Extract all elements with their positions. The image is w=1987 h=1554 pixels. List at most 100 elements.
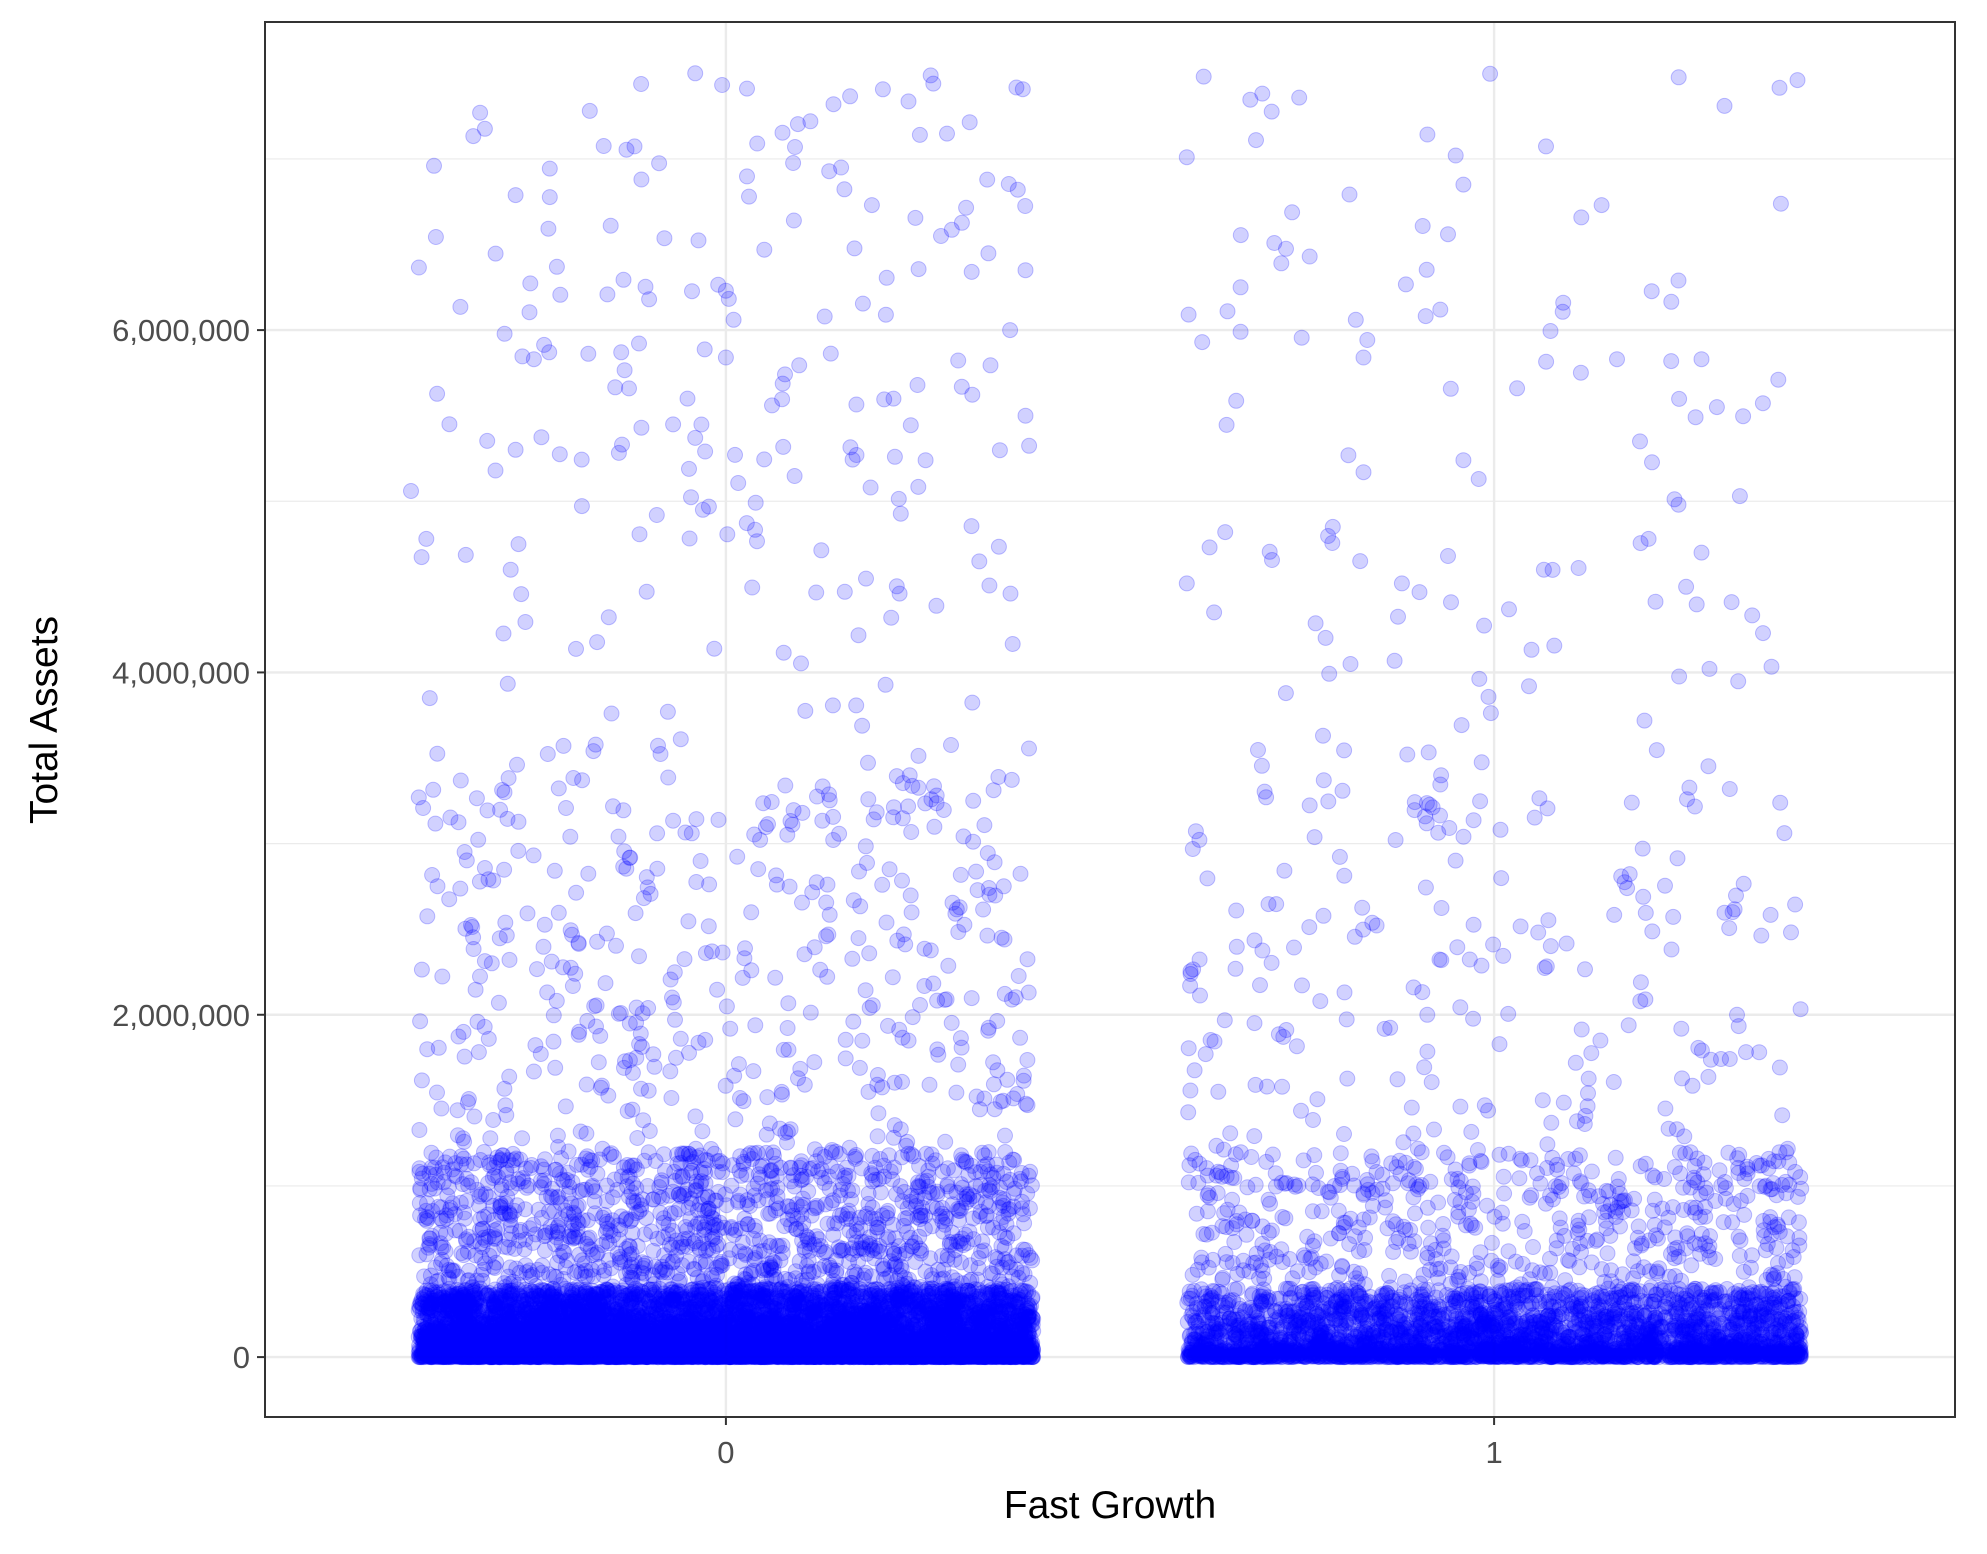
data-point	[927, 819, 942, 834]
data-point	[794, 656, 809, 671]
data-point	[581, 346, 596, 361]
data-point	[420, 909, 435, 924]
data-point	[904, 905, 919, 920]
data-point	[673, 732, 688, 747]
data-point	[566, 771, 581, 786]
data-point	[563, 829, 578, 844]
data-point	[609, 938, 624, 953]
data-point	[598, 976, 613, 991]
data-point	[730, 849, 745, 864]
data-point	[470, 1014, 485, 1029]
data-point	[776, 439, 791, 454]
data-point	[940, 126, 955, 141]
data-point	[875, 877, 890, 892]
data-point	[413, 1014, 428, 1029]
data-point	[820, 969, 835, 984]
data-point	[453, 773, 468, 788]
data-point	[843, 89, 858, 104]
data-point	[757, 452, 772, 467]
data-point	[891, 491, 906, 506]
data-point	[861, 1084, 876, 1099]
data-point	[540, 747, 555, 762]
data-point	[663, 972, 678, 987]
data-point	[617, 1060, 632, 1075]
data-point	[668, 1012, 683, 1027]
data-point	[523, 276, 538, 291]
data-point	[471, 832, 486, 847]
data-point	[500, 811, 515, 826]
data-point	[838, 1051, 853, 1066]
data-point	[492, 931, 507, 946]
data-point	[911, 479, 926, 494]
data-point	[682, 531, 697, 546]
data-point	[701, 919, 716, 934]
data-point	[791, 1071, 806, 1086]
data-point	[548, 1060, 563, 1075]
data-point	[614, 345, 629, 360]
data-point	[556, 738, 571, 753]
data-point	[508, 188, 523, 203]
data-point	[411, 790, 426, 805]
data-point	[929, 598, 944, 613]
data-point	[1010, 1087, 1025, 1102]
data-point	[515, 1131, 530, 1146]
data-point	[852, 864, 867, 879]
data-point	[870, 1129, 885, 1144]
data-point	[620, 1104, 635, 1119]
data-point	[498, 915, 513, 930]
data-point	[895, 873, 910, 888]
data-point	[847, 241, 862, 256]
data-point	[590, 635, 605, 650]
data-point	[861, 792, 876, 807]
data-point	[455, 1131, 470, 1146]
data-point	[910, 378, 925, 393]
data-point	[596, 139, 611, 154]
data-point	[546, 1008, 561, 1023]
data-point	[849, 397, 864, 412]
data-point	[641, 1001, 656, 1016]
data-point	[863, 480, 878, 495]
data-point	[787, 469, 802, 484]
data-point	[893, 506, 908, 521]
data-point	[949, 1085, 964, 1100]
data-point	[466, 942, 481, 957]
data-point	[488, 246, 503, 261]
data-point	[969, 864, 984, 879]
data-point	[536, 939, 551, 954]
data-point	[861, 755, 876, 770]
data-point	[685, 284, 700, 299]
data-point	[632, 949, 647, 964]
data-point	[879, 270, 894, 285]
data-point	[688, 1109, 703, 1124]
data-point	[908, 210, 923, 225]
data-point	[1005, 637, 1020, 652]
data-point	[858, 983, 873, 998]
data-point	[483, 1131, 498, 1146]
data-point	[731, 476, 746, 491]
data-point	[591, 1055, 606, 1070]
data-point	[917, 979, 932, 994]
data-point	[744, 905, 759, 920]
data-point	[807, 1055, 822, 1070]
data-point	[930, 993, 945, 1008]
data-point	[1013, 1030, 1028, 1045]
data-point	[798, 703, 813, 718]
data-point	[764, 795, 779, 810]
data-point	[565, 979, 580, 994]
data-point	[552, 447, 567, 462]
data-point	[745, 580, 760, 595]
data-point	[426, 782, 441, 797]
data-point	[966, 793, 981, 808]
data-point	[878, 307, 893, 322]
data-point	[951, 1057, 966, 1072]
data-point	[825, 698, 840, 713]
data-point	[953, 867, 968, 882]
data-point	[903, 418, 918, 433]
data-point	[838, 1032, 853, 1047]
data-point	[569, 885, 584, 900]
data-point	[471, 1045, 486, 1060]
data-point	[707, 641, 722, 656]
data-point	[912, 127, 927, 142]
data-point	[665, 990, 680, 1005]
